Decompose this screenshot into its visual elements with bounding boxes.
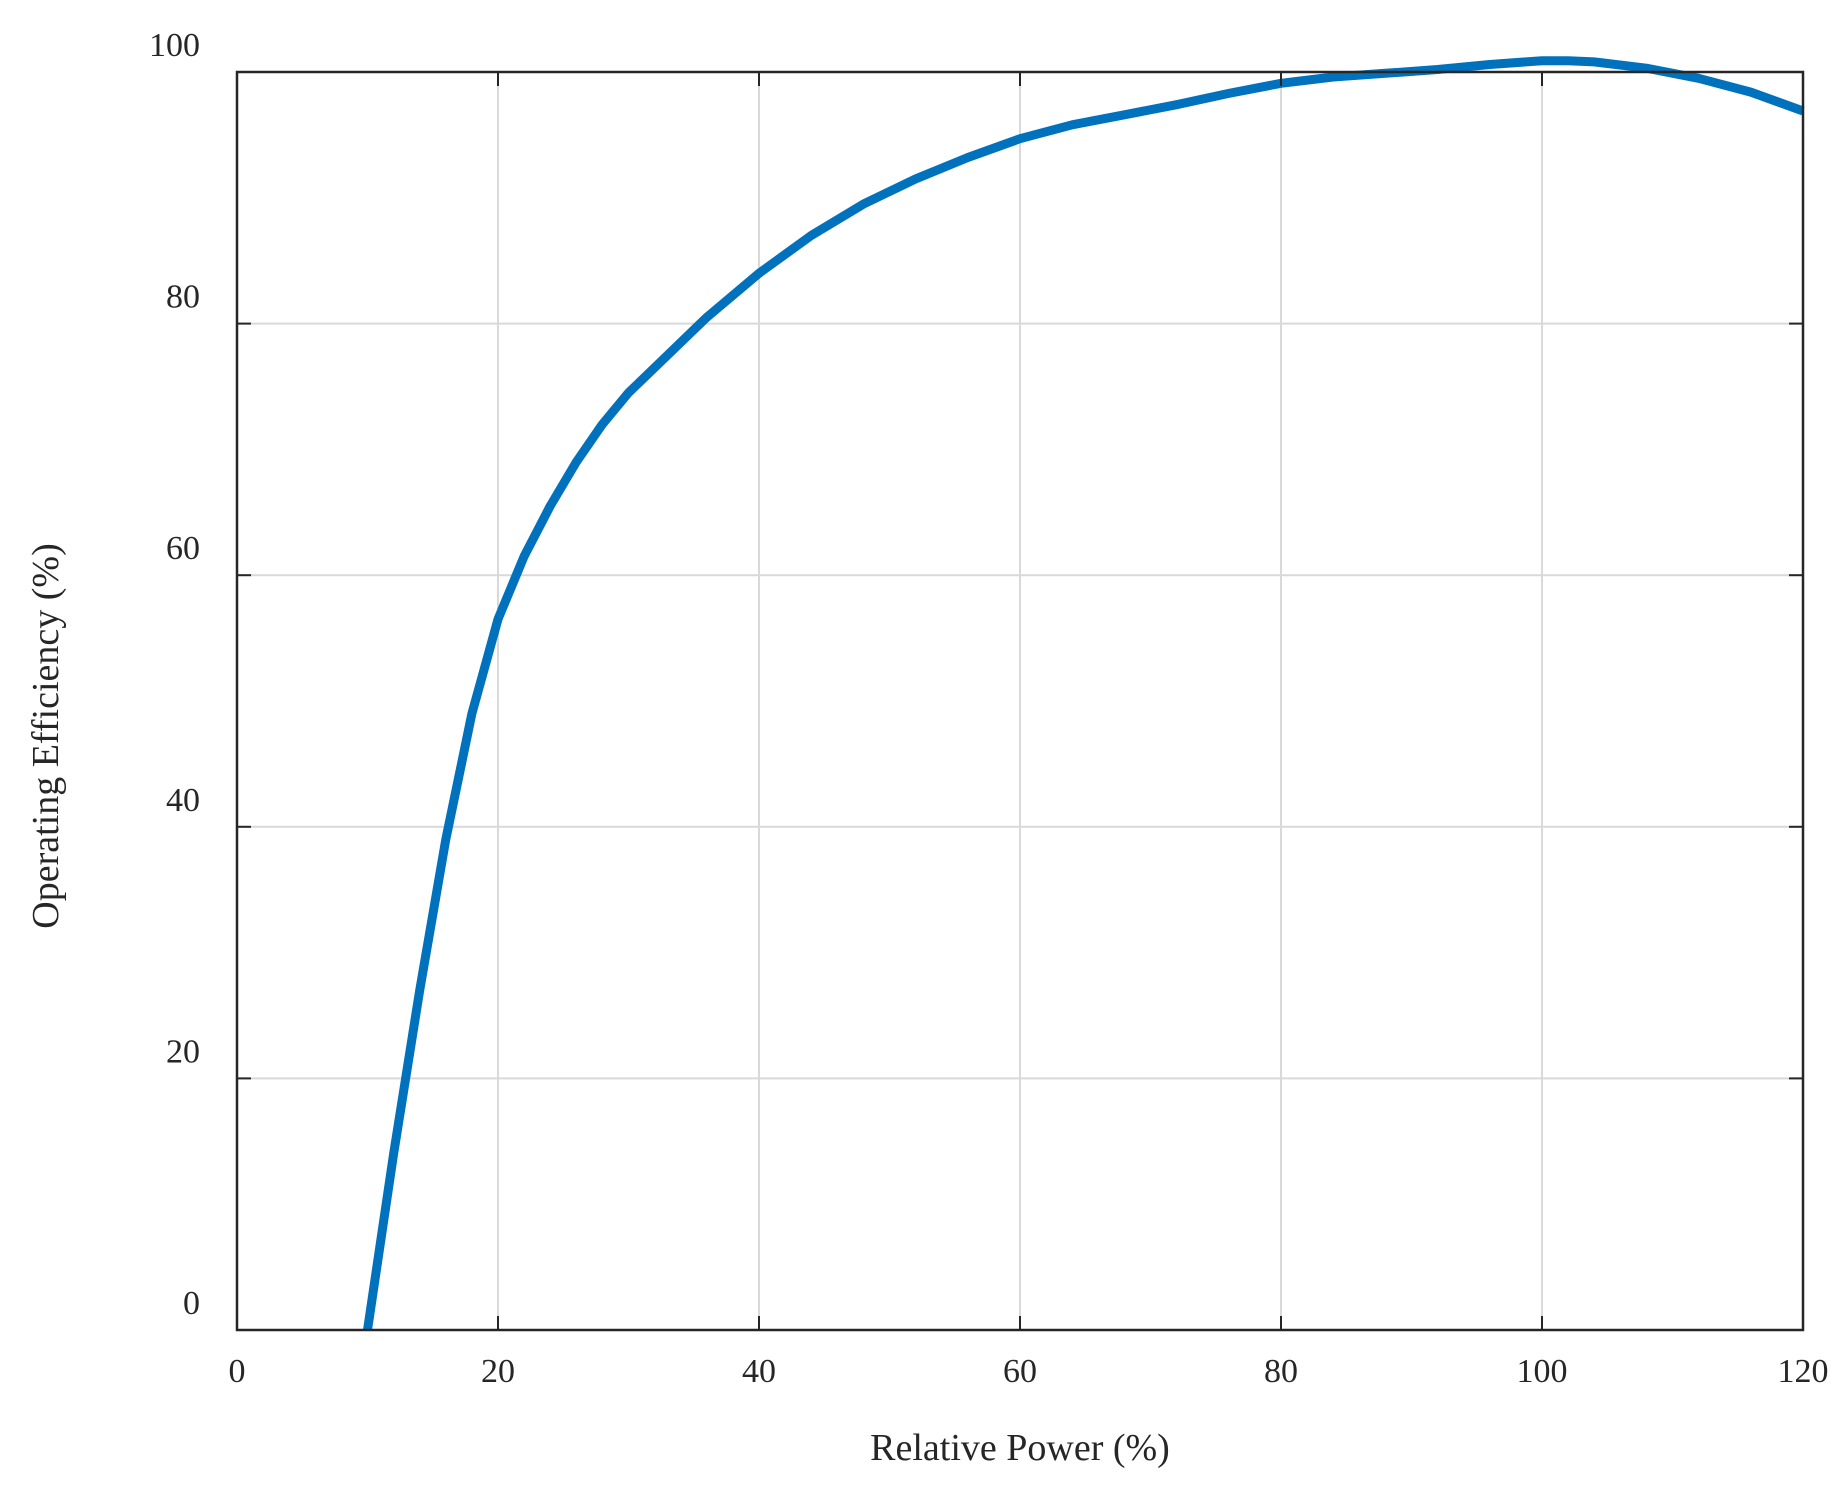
series-group — [363, 56, 1805, 1331]
x-tick-label: 80 — [1264, 1353, 1298, 1390]
grid — [237, 72, 1803, 1330]
y-axis-label: Operating Efficiency (%) — [25, 543, 67, 928]
x-tick-label: 0 — [229, 1353, 246, 1390]
y-tick-label: 20 — [166, 1033, 200, 1070]
x-tick-label: 120 — [1778, 1353, 1829, 1390]
y-tick-label: 40 — [166, 782, 200, 819]
x-tick-label: 60 — [1003, 1353, 1037, 1390]
x-tick-label: 20 — [481, 1353, 515, 1390]
y-tick-label: 80 — [166, 279, 200, 316]
series-line — [363, 56, 1805, 1331]
ticks — [236, 71, 1804, 1331]
x-tick-label: 40 — [742, 1353, 776, 1390]
y-tick-label: 0 — [183, 1285, 200, 1322]
y-tick-label: 100 — [149, 27, 200, 64]
tick-labels: 0 20 40 60 80 100 120 0 20 40 60 80 100 — [149, 27, 1829, 1390]
x-axis-label: Relative Power (%) — [870, 1427, 1170, 1469]
x-tick-label: 100 — [1517, 1353, 1568, 1390]
y-tick-label: 60 — [166, 530, 200, 567]
